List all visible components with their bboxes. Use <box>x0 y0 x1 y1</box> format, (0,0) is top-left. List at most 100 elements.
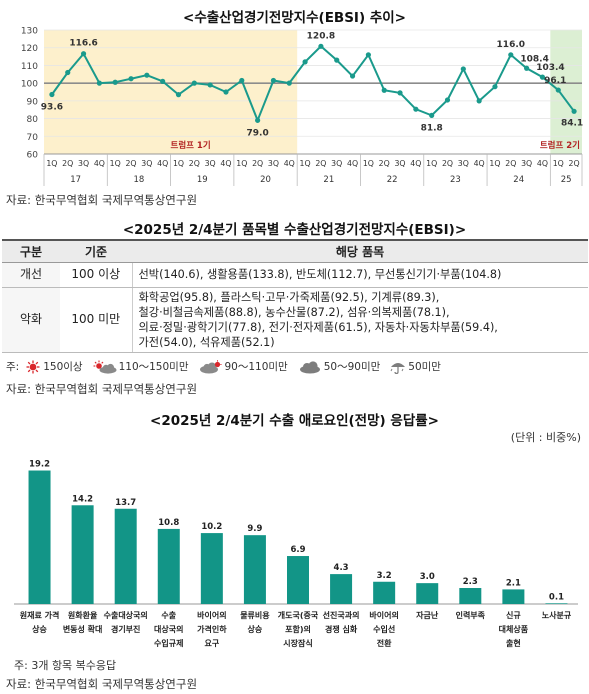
category-label: 가격인하 <box>197 624 227 634</box>
x-tick-label: 2Q <box>505 159 516 168</box>
y-tick-label: 120 <box>21 44 38 54</box>
bar <box>330 574 353 604</box>
row-criterion: 100 이상 <box>60 262 133 288</box>
line-chart-source: 자료: 한국무역협회 국제무역통상연구원 <box>6 193 198 207</box>
category-label: 포함)의 <box>285 624 311 634</box>
legend-text: 110～150미만 <box>118 361 189 373</box>
bar-chart-source: 자료: 한국무역협회 국제무역통상연구원 <box>6 677 198 691</box>
year-label: 21 <box>323 175 334 185</box>
legend-item: 150이상 <box>25 359 83 374</box>
x-tick-label: 4Q <box>347 159 358 168</box>
x-tick-label: 3Q <box>141 159 152 168</box>
category-label: 경쟁 심화 <box>325 624 358 634</box>
category-label: 대상국의 <box>154 624 183 634</box>
legend-text: 50미만 <box>408 361 441 373</box>
data-point <box>191 80 197 86</box>
x-tick-label: 4Q <box>94 159 105 168</box>
item-line: 의료·정밀·광학기기(77.8), 전기·전자제품(61.5), 자동차·자동차… <box>138 320 498 334</box>
category-label: 개도국(중국 <box>278 610 319 620</box>
data-point <box>429 112 435 118</box>
ebsi-line-chart: 60 70 80 90 100 110 120 130 93.6 116.6 79.0 120.8 81… <box>21 27 583 186</box>
x-tick-label: 1Q <box>489 159 500 168</box>
header-items: 해당 품목 <box>132 239 588 263</box>
row-category: 악화 <box>2 287 60 353</box>
category-label: 신규 <box>506 610 521 620</box>
data-point <box>286 80 292 86</box>
x-tick-label: 1Q <box>110 159 121 168</box>
data-point <box>539 74 546 80</box>
shaded-region <box>550 30 582 154</box>
x-tick-label: 2Q <box>62 159 73 168</box>
data-label: 108.4 <box>520 54 548 64</box>
bar <box>71 505 94 604</box>
bar-value-label: 19.2 <box>29 460 50 470</box>
bar <box>287 556 309 604</box>
line-chart-title: <수출산업경기전망지수(EBSI) 추이> <box>183 10 406 26</box>
x-tick-label: 2Q <box>252 159 263 168</box>
category-label: 바이어의 <box>197 610 226 620</box>
table-title: <2025년 2/4분기 품목별 수출산업경기전망지수(EBSI)> <box>122 222 467 238</box>
data-point <box>160 78 166 84</box>
data-point <box>207 82 213 88</box>
bar <box>28 470 51 604</box>
data-point <box>397 90 403 96</box>
x-tick-label: 1Q <box>553 159 564 168</box>
legend-text: 50～90미만 <box>323 361 381 373</box>
category-label: 수출대상국의 <box>104 610 148 620</box>
category-label: 원재료 가격 <box>20 610 60 620</box>
table-row-improve: 개선 100 이상 선박(140.6), 생활용품(133.8), 반도체(11… <box>2 262 588 288</box>
table-source: 자료: 한국무역협회 국제무역통상연구원 <box>6 382 198 396</box>
data-point <box>65 69 71 76</box>
legend-item: 90～110미만 <box>198 359 288 374</box>
bar-value-label: 14.2 <box>72 494 93 504</box>
x-tick-label: 2Q <box>442 159 453 168</box>
item-line: 철강·비철금속제품(88.8), 농수산물(87.2), 섬유·의복제품(78.… <box>138 305 450 319</box>
data-label: 81.8 <box>421 123 443 133</box>
data-point <box>318 43 324 49</box>
data-label: 96.1 <box>544 76 566 86</box>
row-category: 개선 <box>2 262 60 288</box>
category-label: 출현 <box>506 638 521 648</box>
bar-value-label: 13.7 <box>115 498 136 508</box>
category-label: 변동성 확대 <box>63 624 103 634</box>
category-label: 요구 <box>204 639 219 648</box>
category-label: 자금난 <box>416 610 439 620</box>
data-point <box>112 79 118 85</box>
data-point <box>555 87 561 93</box>
bar-chart-note: 주: 3개 항목 복수응답 <box>14 659 117 672</box>
legend-item: 110～150미만 <box>93 359 189 374</box>
data-label: 120.8 <box>307 31 335 41</box>
bar-value-label: 3.2 <box>377 571 392 581</box>
bar-value-label: 2.1 <box>506 578 521 588</box>
x-tick-label: 2Q <box>569 159 580 168</box>
year-label: 20 <box>260 175 271 185</box>
region-label: 트럼프 2기 <box>540 140 580 151</box>
bar-value-label: 9.9 <box>247 524 262 534</box>
bar-value-label: 0.1 <box>549 592 564 602</box>
category-label: 대체상품 <box>499 624 529 634</box>
sun-icon <box>26 360 40 373</box>
category-label: 상승 <box>248 624 263 634</box>
year-label: 19 <box>197 175 208 185</box>
bar-chart-title: <2025년 2/4분기 수출 애로요인(전망) 응답률> <box>150 413 439 429</box>
table-row-worsen: 악화 100 미만 화학공업(95.8), 플라스틱·고무·가죽제품(92.5)… <box>2 287 588 353</box>
data-point <box>175 92 182 98</box>
year-label: 17 <box>70 175 81 185</box>
bar-value-label: 6.9 <box>290 545 305 555</box>
bar <box>200 533 223 604</box>
bar <box>243 535 266 604</box>
sun-cloud-icon <box>93 360 117 374</box>
x-tick-label: 1Q <box>173 159 184 168</box>
x-tick-label: 2Q <box>125 159 136 168</box>
year-label: 25 <box>561 175 572 185</box>
bar-value-label: 2.3 <box>463 577 478 587</box>
weather-legend: 주: 150이상 110～150미만 <box>6 359 451 374</box>
legend-item: 50～90미만 <box>298 359 381 374</box>
x-tick-label: 4Q <box>220 159 231 168</box>
cloud-icon <box>299 360 320 373</box>
x-tick-label: 4Q <box>474 159 485 168</box>
bar <box>157 528 180 604</box>
data-label: 84.1 <box>561 118 583 128</box>
bar <box>459 588 482 604</box>
category-label: 상승 <box>32 624 47 634</box>
